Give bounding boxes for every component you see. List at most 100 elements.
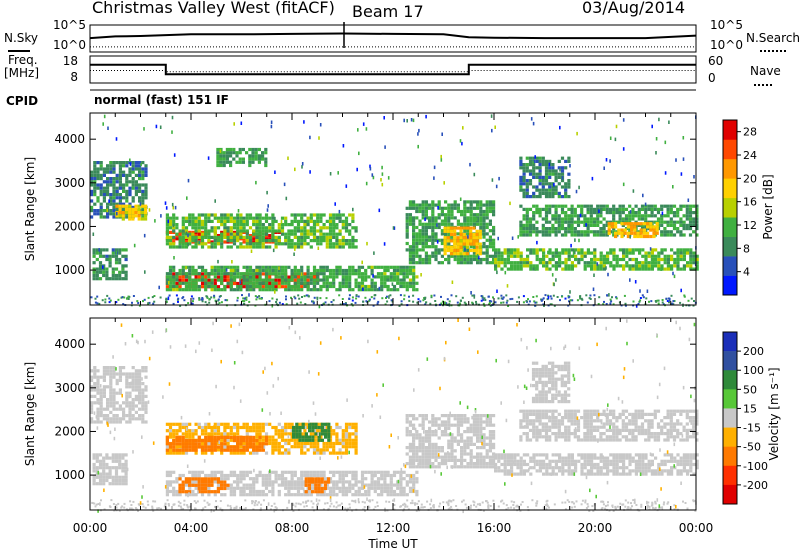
power-cell — [121, 296, 124, 299]
velocity-cell — [165, 422, 169, 426]
power-cell — [268, 239, 272, 243]
power-cell — [252, 284, 256, 289]
power-cell — [657, 257, 661, 262]
power-cell — [344, 216, 349, 220]
power-cell — [443, 301, 446, 304]
power-cell — [415, 281, 419, 285]
velocity-cell — [277, 441, 281, 446]
power-cell — [115, 301, 118, 304]
power-cell — [300, 229, 304, 233]
velocity-cell — [370, 473, 374, 478]
power-cell — [509, 201, 511, 206]
power-cell — [287, 245, 291, 249]
velocity-cell — [332, 441, 336, 446]
power-cell — [241, 160, 245, 164]
power-cell — [115, 161, 119, 165]
power-cell — [492, 203, 496, 207]
velocity-cell — [316, 470, 320, 474]
power-cell — [350, 303, 353, 306]
power-cell — [428, 257, 432, 262]
power-cell — [560, 220, 565, 224]
power-cell — [639, 231, 643, 235]
power-cell — [666, 211, 670, 215]
velocity-cell — [271, 425, 275, 430]
power-cell — [254, 147, 258, 152]
velocity-cell — [194, 448, 198, 452]
velocity-cell — [213, 480, 217, 484]
velocity-cell — [328, 438, 333, 442]
power-cell — [532, 166, 536, 170]
power-cell — [264, 278, 269, 282]
velocity-cell — [168, 432, 173, 436]
power-cell — [220, 242, 224, 246]
power-cell — [574, 264, 578, 268]
velocity-cell — [284, 451, 288, 455]
power-cell — [497, 248, 501, 252]
power-cell — [102, 254, 106, 258]
power-cell — [428, 203, 432, 207]
power-cell — [488, 303, 490, 306]
power-cell — [285, 295, 287, 298]
velocity-cell — [124, 472, 128, 476]
power-cell — [175, 288, 179, 292]
velocity-cell — [102, 414, 106, 418]
power-cell — [403, 294, 406, 297]
velocity-cell — [90, 378, 94, 382]
power-cell — [580, 233, 584, 237]
power-cell — [544, 175, 549, 179]
power-cell — [475, 229, 479, 233]
power-cell — [410, 118, 413, 122]
power-cell — [383, 275, 387, 279]
power-cell — [102, 267, 106, 271]
velocity-cell — [380, 473, 384, 478]
power-cell — [371, 173, 374, 177]
power-cell — [319, 216, 323, 220]
velocity-cell — [181, 435, 185, 439]
velocity-cell — [232, 480, 237, 484]
power-cell — [676, 214, 680, 218]
power-cell — [538, 182, 542, 186]
power-cell — [586, 223, 590, 227]
power-cell — [695, 207, 699, 211]
power-cell — [112, 170, 116, 174]
power-cell — [296, 284, 301, 289]
power-cell — [181, 235, 185, 239]
power-cell — [424, 206, 428, 210]
velocity-cell — [95, 469, 99, 473]
power-cell — [469, 209, 473, 214]
power-cell — [242, 240, 246, 244]
power-cell — [456, 252, 460, 256]
power-cell — [213, 296, 216, 299]
power-cell — [293, 281, 297, 285]
velocity-cell — [210, 473, 214, 478]
power-cell — [255, 223, 259, 227]
power-cell — [630, 228, 634, 232]
power-cell — [579, 295, 582, 298]
power-cell — [534, 267, 537, 271]
power-cell — [344, 226, 349, 230]
power-cell — [312, 275, 317, 279]
power-cell — [245, 216, 249, 220]
power-cell — [644, 264, 648, 268]
velocity-cell — [118, 482, 122, 486]
power-cell — [670, 294, 673, 297]
power-cell — [143, 233, 146, 238]
power-cell — [341, 278, 345, 282]
velocity-cell — [271, 441, 275, 446]
power-cell — [556, 296, 559, 298]
velocity-cell — [99, 401, 103, 405]
power-cell — [542, 261, 546, 265]
power-cell — [223, 226, 227, 230]
velocity-cell — [293, 483, 297, 487]
power-cell — [472, 254, 476, 258]
power-cell — [444, 206, 448, 210]
velocity-cell — [351, 477, 355, 481]
power-cell — [551, 214, 555, 218]
velocity-cell — [184, 442, 189, 446]
power-cell — [615, 124, 618, 129]
power-cell — [248, 163, 252, 168]
power-cell — [137, 214, 141, 218]
power-cell — [528, 172, 533, 176]
power-cell — [529, 248, 533, 252]
velocity-cell — [261, 480, 265, 484]
